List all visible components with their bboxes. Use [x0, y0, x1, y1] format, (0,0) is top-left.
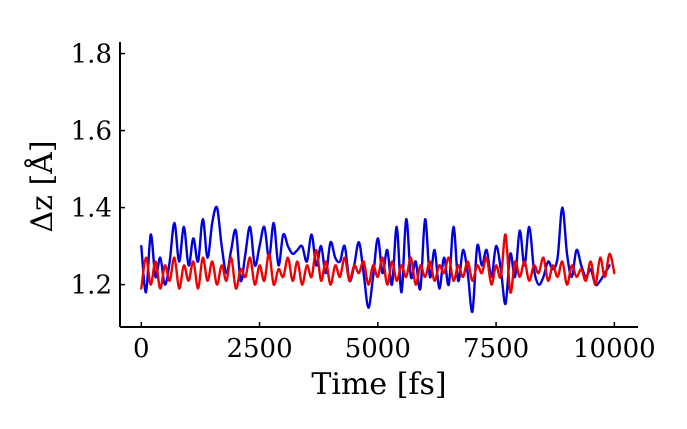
series-line-2: [140, 233, 616, 294]
x-tick-label: 7500: [463, 334, 529, 364]
axes: [119, 42, 638, 328]
y-tick-label: 1.2: [71, 271, 112, 301]
x-tick-label: 0: [133, 334, 150, 364]
y-tick-label: 1.8: [71, 40, 112, 70]
series-layer: [140, 205, 616, 313]
x-tick-label: 2500: [226, 334, 292, 364]
y-tick-label: 1.6: [71, 117, 112, 147]
y-axis-title: Δz [Å]: [24, 140, 60, 232]
y-tick-label: 1.4: [71, 194, 112, 224]
series-line-1: [140, 205, 611, 313]
x-ticks: 0 2500 5000 7500 10000: [133, 322, 656, 364]
x-tick-label: 10000: [573, 334, 656, 364]
x-tick-label: 5000: [345, 334, 411, 364]
y-ticks: 1.2 1.4 1.6 1.8: [71, 40, 125, 301]
x-axis-title: Time [fs]: [311, 367, 446, 402]
